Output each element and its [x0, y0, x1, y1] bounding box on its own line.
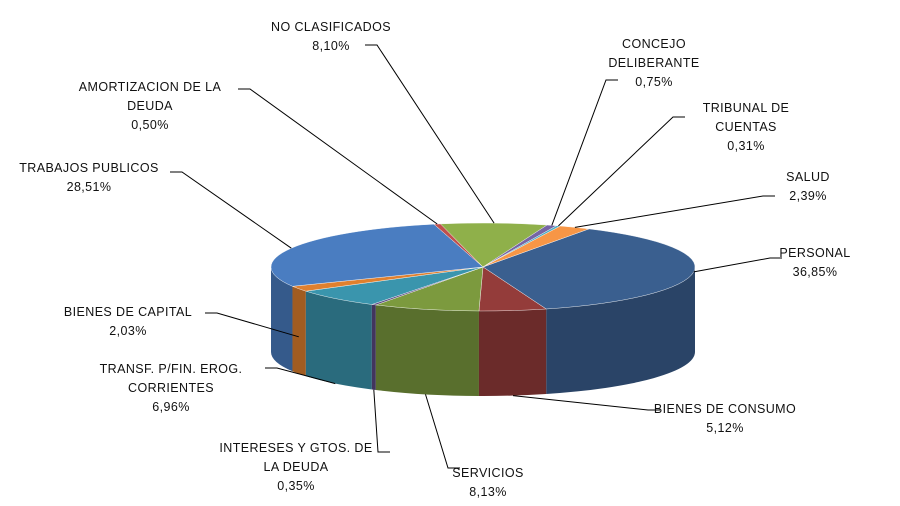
- slice-side-trabajos-publicos: [271, 267, 293, 372]
- slice-side-intereses-y-gtos-de-la-deuda: [371, 304, 376, 390]
- leader-line-personal: [693, 257, 782, 273]
- category-label-tribunal-de-cuentas: CUENTAS: [715, 120, 777, 134]
- value-label-bienes-de-capital: 2,03%: [109, 324, 146, 338]
- leader-line-no-clasificados: [365, 44, 495, 224]
- pie-tops: [270, 222, 696, 312]
- value-label-trabajos-publicos: 28,51%: [67, 180, 112, 194]
- value-label-intereses-y-gtos-de-la-deuda: 0,35%: [277, 479, 314, 493]
- value-label-transf-p-fin-erog-corrientes: 6,96%: [152, 400, 189, 414]
- leader-line-transf-p-fin-erog-corrientes: [265, 367, 336, 385]
- category-label-no-clasificados: NO CLASIFICADOS: [271, 20, 391, 34]
- leader-line-trabajos-publicos: [170, 171, 292, 249]
- value-label-amortizacion-de-la-deuda: 0,50%: [131, 118, 168, 132]
- leader-line-salud: [574, 195, 775, 228]
- category-label-personal: PERSONAL: [779, 246, 850, 260]
- category-label-salud: SALUD: [786, 170, 830, 184]
- category-label-tribunal-de-cuentas: TRIBUNAL DE: [703, 101, 790, 115]
- slice-side-personal: [546, 267, 695, 395]
- category-label-amortizacion-de-la-deuda: DEUDA: [127, 99, 173, 113]
- leader-line-intereses-y-gtos-de-la-deuda: [373, 389, 390, 453]
- value-label-tribunal-de-cuentas: 0,31%: [727, 139, 764, 153]
- value-label-personal: 36,85%: [793, 265, 838, 279]
- leader-line-concejo-deliberante: [551, 79, 618, 226]
- category-label-servicios: SERVICIOS: [452, 466, 523, 480]
- slice-servicios: [375, 266, 484, 312]
- leader-line-bienes-de-consumo: [512, 395, 660, 411]
- category-label-bienes-de-consumo: BIENES DE CONSUMO: [654, 402, 796, 416]
- category-label-intereses-y-gtos-de-la-deuda: INTERESES Y GTOS. DE: [219, 441, 372, 455]
- slice-trabajos-publicos: [270, 223, 484, 287]
- value-label-salud: 2,39%: [789, 189, 826, 203]
- category-label-intereses-y-gtos-de-la-deuda: LA DEUDA: [263, 460, 328, 474]
- value-label-no-clasificados: 8,10%: [312, 39, 349, 53]
- category-label-concejo-deliberante: DELIBERANTE: [608, 56, 699, 70]
- leader-lines: [170, 44, 782, 469]
- slice-personal: [482, 228, 696, 310]
- slice-side-servicios: [375, 304, 479, 396]
- leader-line-servicios: [425, 394, 460, 469]
- category-label-transf-p-fin-erog-corrientes: TRANSF. P/FIN. EROG.: [100, 362, 243, 376]
- slice-side-transf-p-fin-erog-corrientes: [305, 291, 372, 390]
- leader-line-amortizacion-de-la-deuda: [238, 88, 438, 225]
- slice-side-bienes-de-capital: [292, 286, 306, 377]
- pie-sides: [271, 267, 695, 396]
- category-label-transf-p-fin-erog-corrientes: CORRIENTES: [128, 381, 214, 395]
- category-label-bienes-de-capital: BIENES DE CAPITAL: [64, 305, 192, 319]
- category-label-concejo-deliberante: CONCEJO: [622, 37, 686, 51]
- value-label-concejo-deliberante: 0,75%: [635, 75, 672, 89]
- value-label-bienes-de-consumo: 5,12%: [706, 421, 743, 435]
- slice-labels: PERSONAL 36,85% BIENES DE CONSUMO 5,12% SERV…: [19, 20, 850, 499]
- slice-side-bienes-de-consumo: [478, 309, 547, 396]
- category-label-trabajos-publicos: TRABAJOS PUBLICOS: [19, 161, 158, 175]
- value-label-servicios: 8,13%: [469, 485, 506, 499]
- category-label-amortizacion-de-la-deuda: AMORTIZACION DE LA: [79, 80, 222, 94]
- leader-line-tribunal-de-cuentas: [558, 116, 685, 227]
- leader-line-bienes-de-capital: [205, 312, 299, 338]
